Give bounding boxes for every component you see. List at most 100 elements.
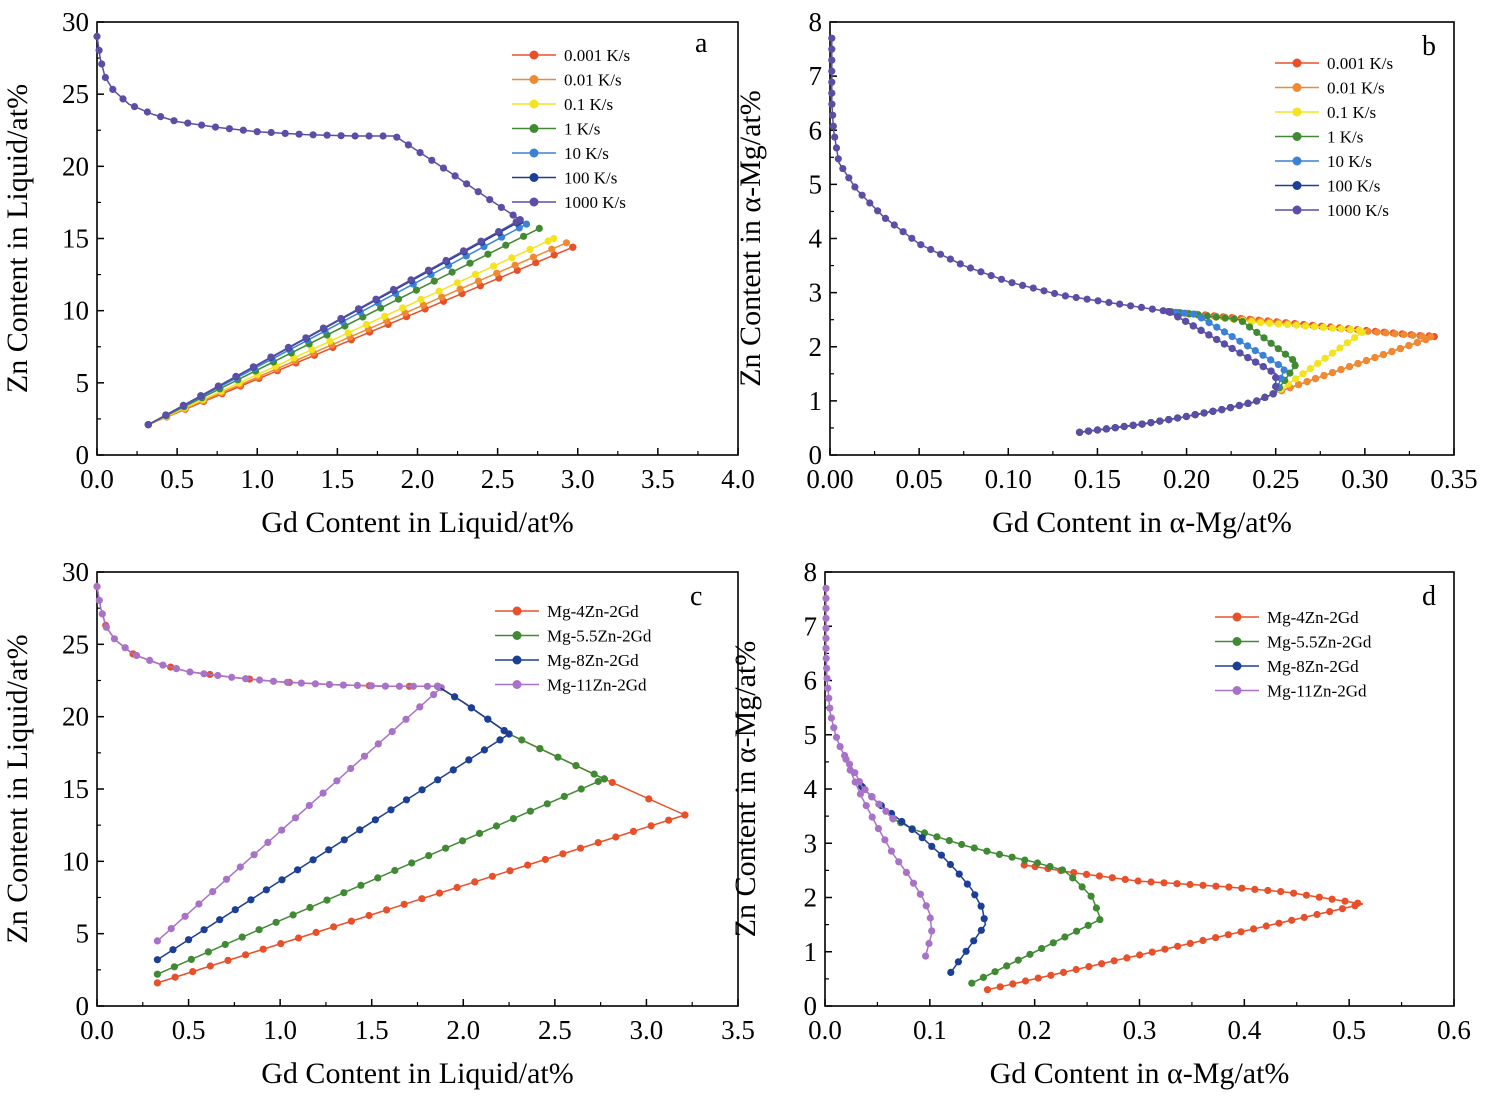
series-01Ks-point — [1266, 319, 1274, 327]
series-shared-point — [830, 724, 838, 732]
series-shared-point — [101, 73, 109, 82]
legend-marker — [529, 75, 539, 84]
legend-label: 1 K/s — [1327, 128, 1363, 147]
series-Mg8Zn2Gd-point — [153, 956, 161, 964]
series-shared-point — [130, 103, 139, 111]
series-001Ks-point — [529, 253, 538, 261]
series-branch-55Zn-point — [518, 736, 526, 744]
x-tick-label: 3.0 — [630, 1015, 664, 1045]
series-01Ks-point — [1355, 326, 1363, 334]
series-shared-point — [882, 807, 890, 815]
legend-label: 10 K/s — [1327, 152, 1372, 171]
series-1000Ks-point — [1076, 428, 1084, 436]
series-shared-point — [95, 46, 103, 54]
series-Mg8Zn2Gd-point — [231, 906, 239, 914]
series-Mg4Zn2Gd-point — [277, 940, 285, 948]
series-Mg8Zn2Gd-point — [247, 896, 255, 904]
series-shared-line — [96, 36, 521, 221]
series-001Ks-point — [1320, 372, 1328, 380]
series-Mg11Zn2Gd-point — [222, 875, 231, 883]
series-Mg55Zn2Gd-point — [1069, 874, 1077, 882]
series-01Ks-point — [362, 320, 370, 329]
series-shared-point — [1137, 303, 1146, 311]
series-001Ks-point — [1362, 356, 1370, 365]
series-Mg11Zn2Gd-point — [856, 790, 865, 798]
series-Mg8Zn2Gd-point — [418, 786, 426, 794]
series-1000Ks-point — [337, 314, 345, 323]
x-tick-label: 0.30 — [1341, 464, 1388, 494]
series-01Ks-point — [435, 287, 443, 295]
series-shared-point — [509, 211, 517, 219]
legend: Mg-4Zn-2Gd Mg-5.5Zn-2Gd Mg-8Zn-2Gd Mg-11Zn-… — [1215, 608, 1372, 701]
series-1000Ks-line — [147, 219, 521, 426]
series-1Ks-point — [520, 232, 528, 240]
series-Mg55Zn2Gd-point — [577, 785, 585, 793]
series-01Ks-point — [381, 312, 389, 320]
y-tick-label: 20 — [62, 702, 89, 732]
series-shared-point — [1072, 293, 1080, 302]
panel-c: 0.0 0.5 1.0 1.5 2.0 2.5 3.0 3.5 0 5 10 15 20 25 30 Gd C… — [1, 557, 755, 1090]
series-100Ks-line — [1079, 310, 1277, 434]
series-shared-line — [96, 586, 438, 688]
series-shared-point — [323, 131, 331, 139]
series-Mg8Zn2Gd-point — [387, 806, 395, 814]
series-shared-point — [828, 78, 836, 86]
series-Mg8Zn2Gd-point — [963, 880, 972, 888]
series-Mg11Zn2Gd-point — [388, 728, 396, 736]
series-10Ks-point — [1274, 361, 1282, 369]
series-branch-55Zn-point — [572, 762, 580, 770]
series-01Ks-point — [308, 346, 316, 354]
x-tick-label: 0.2 — [1018, 1015, 1052, 1045]
series-Mg4Zn2Gd-point — [1212, 934, 1220, 942]
series-Mg8Zn2Gd-point — [977, 926, 985, 934]
series-1Ks-point — [394, 295, 403, 303]
series-shared-point — [311, 680, 319, 688]
series-001Ks-point — [1311, 375, 1320, 383]
series-0001Ks-point — [550, 251, 558, 259]
series-shared-point — [855, 778, 864, 786]
series-shared-point — [822, 594, 830, 602]
series-Mg8Zn2Gd-point — [947, 968, 955, 977]
series-shared-point — [841, 751, 849, 760]
series-shared-point — [211, 123, 220, 131]
y-tick-label: 0 — [76, 991, 90, 1021]
series-01Ks-point — [1351, 334, 1359, 342]
series-Mg11Zn2Gd-point — [916, 890, 925, 898]
series-Mg4Zn2Gd-point — [1238, 884, 1246, 892]
y-tick-label: 5 — [809, 169, 823, 199]
series-001Ks-point — [1337, 366, 1345, 374]
series-1000Ks-point — [1235, 401, 1243, 410]
series-Mg4Zn2Gd-point — [1328, 895, 1336, 903]
series-shared-point — [1094, 297, 1102, 305]
y-tick-label: 15 — [62, 224, 89, 254]
series-Mg8Zn2Gd-point — [465, 756, 473, 764]
series-Mg55Zn2Gd-point — [425, 852, 433, 860]
series-Mg11Zn2Gd-point — [928, 927, 936, 935]
series-shared-point — [899, 228, 907, 236]
series-Mg55Zn2Gd-point — [238, 933, 246, 941]
series-Mg55Zn2Gd-point — [991, 968, 999, 976]
series-shared-point — [337, 132, 345, 140]
series-Mg8Zn2Gd-point — [977, 902, 985, 910]
series-Mg11Zn2Gd-point — [887, 847, 896, 855]
series-branch-55Zn-point — [600, 775, 608, 783]
series-001Ks-point — [438, 293, 446, 301]
series-Mg8Zn2Gd-point — [918, 834, 926, 842]
series-shared-point — [98, 610, 106, 618]
series-shared-point — [1083, 295, 1091, 303]
series-shared-point — [836, 743, 844, 751]
legend-label: 0.001 K/s — [564, 46, 630, 65]
y-tick-label: 3 — [809, 278, 823, 308]
series-Mg4Zn2Gd-point — [594, 839, 602, 847]
series-Mg4Zn2Gd-point — [1315, 893, 1323, 901]
legend-marker — [529, 99, 539, 109]
series-Mg8Zn2Gd-point — [496, 736, 504, 744]
series-1000Ks-point — [1228, 344, 1236, 353]
series-shared-point — [283, 678, 291, 686]
series-1000Ks-point — [1093, 426, 1102, 434]
series-Mg4Zn2Gd-point — [224, 956, 232, 965]
series-shared-point — [881, 214, 890, 222]
series-01Ks-point — [526, 245, 534, 253]
series-001Ks-point — [1396, 344, 1404, 353]
series-Mg11Zn2Gd-point — [895, 858, 903, 866]
